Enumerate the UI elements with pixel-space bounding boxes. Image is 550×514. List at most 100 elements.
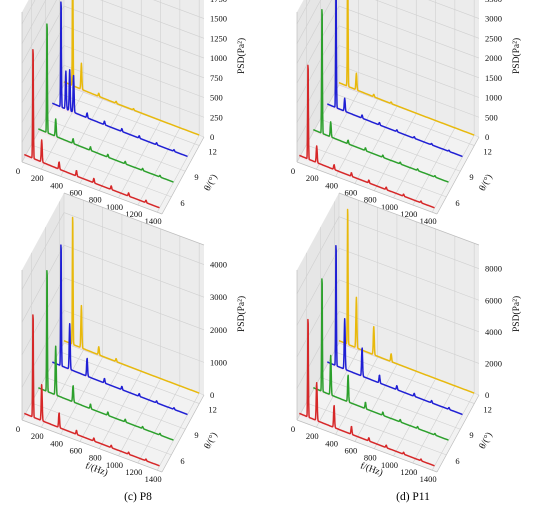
grid-line-z	[21, 45, 65, 123]
panel-caption: (c) P8	[124, 491, 152, 503]
x-tick-label: 1400	[145, 474, 162, 484]
x-tick-label: 600	[70, 188, 83, 198]
grid-line-z	[338, 25, 480, 79]
back-pane	[64, 0, 204, 137]
x-tick-label: 1200	[400, 467, 417, 477]
series-line	[63, 0, 200, 136]
x-tick-label: 200	[306, 173, 319, 183]
y-axis-label: θ/(°)	[202, 430, 220, 450]
grid-line-z	[21, 342, 65, 421]
grid-line-z	[296, 279, 340, 357]
grid-line-z	[21, 212, 65, 290]
grid-line-z	[338, 279, 480, 333]
series-fill	[52, 2, 188, 157]
z-tick-label: 500	[485, 112, 498, 122]
grid-line-z	[296, 342, 340, 421]
grid-line-y	[320, 376, 461, 430]
grid-line-z	[63, 45, 205, 98]
y-axis-label: θ/(°)	[477, 430, 495, 450]
y-tick-label: 12	[208, 147, 217, 157]
floor-pane	[22, 343, 204, 472]
series-line	[51, 244, 188, 416]
grid-line-x	[79, 364, 123, 442]
grid-line-x	[79, 106, 123, 184]
series-line	[63, 216, 200, 394]
x-tick-label: 400	[50, 438, 63, 448]
grid-line-x	[41, 92, 84, 170]
grid-line-y	[45, 118, 186, 172]
y-tick-label: 9	[194, 172, 198, 182]
grid-line-x	[431, 135, 475, 213]
grid-line-x	[156, 393, 200, 471]
x-tick-label: 0	[16, 424, 20, 434]
grid-line-z	[63, 5, 205, 59]
y-tick-label: 9	[194, 430, 198, 440]
grid-line-x	[393, 378, 436, 457]
pane-edge	[296, 419, 438, 473]
grid-line-z	[338, 247, 480, 301]
z-tick-label: 0	[210, 132, 214, 142]
grid-line-z	[296, 25, 340, 103]
grid-line-y	[45, 376, 186, 430]
y-tick-label: 12	[208, 405, 217, 415]
x-tick-label: 400	[325, 438, 338, 448]
series-line	[298, 64, 435, 209]
grid-line-y	[31, 144, 172, 198]
grid-line-x	[335, 99, 378, 177]
x-tick-label: 800	[364, 453, 377, 463]
chart-panel: 0200400600800100012001400691201000200030…	[16, 192, 247, 484]
z-tick-label: 0	[485, 132, 489, 142]
x-tick-label: 1200	[400, 209, 417, 219]
grid-line-z	[296, 84, 340, 163]
grid-line-x	[354, 364, 398, 442]
floor-pane	[22, 85, 204, 214]
z-tick-label: 1000	[485, 93, 502, 103]
floor-pane	[297, 85, 479, 214]
z-tick-label: 1000	[210, 53, 227, 63]
grid-line-x	[118, 120, 161, 199]
grid-line-z	[296, 248, 340, 326]
grid-line-z	[63, 244, 205, 298]
x-tick-label: 200	[306, 431, 319, 441]
y-tick-label: 6	[455, 456, 459, 466]
grid-line-x	[156, 135, 200, 213]
grid-line-z	[338, 311, 480, 364]
grid-line-z	[296, 65, 340, 143]
grid-line-x	[41, 350, 84, 428]
x-tick-label: 1400	[420, 216, 437, 226]
grid-line-z	[338, 5, 480, 59]
grid-line-z	[21, 0, 57, 64]
grid-line-z	[296, 0, 322, 44]
grid-line-x	[354, 106, 398, 184]
chart-panel: 0200400600800100012001400691202505007501…	[16, 0, 247, 226]
chart-panel: 0200400600800100012001400691205001000150…	[291, 0, 522, 226]
pane-edge	[296, 161, 438, 215]
y-tick-label: 12	[483, 405, 492, 415]
grid-line-z	[21, 0, 47, 44]
grid-line-z	[21, 245, 65, 323]
grid-line-z	[21, 277, 65, 355]
z-tick-label: 500	[210, 93, 223, 103]
y-axis-label: θ/(°)	[477, 172, 495, 192]
pane-edge	[21, 161, 163, 215]
series-line	[326, 245, 463, 416]
x-tick-label: 0	[291, 166, 295, 176]
grid-line-z	[63, 212, 205, 265]
panel-caption: (d) P11	[396, 491, 430, 503]
z-axis-label: PSD(Pa²)	[236, 38, 247, 74]
grid-line-z	[63, 25, 205, 79]
grid-line-z	[374, 0, 480, 39]
back-pane	[339, 0, 479, 137]
y-tick-label: 12	[483, 147, 492, 157]
y-tick-label: 6	[180, 198, 184, 208]
grid-line-z	[338, 216, 480, 269]
grid-line-z	[153, 0, 205, 19]
z-tick-label: 1750	[210, 0, 227, 4]
grid-line-y	[31, 402, 172, 456]
z-tick-label: 3500	[485, 0, 502, 4]
pane-edge	[161, 394, 205, 473]
grid-line-z	[63, 64, 205, 118]
grid-line-z	[296, 0, 332, 64]
x-tick-label: 1400	[420, 474, 437, 484]
grid-line-y	[334, 351, 475, 404]
